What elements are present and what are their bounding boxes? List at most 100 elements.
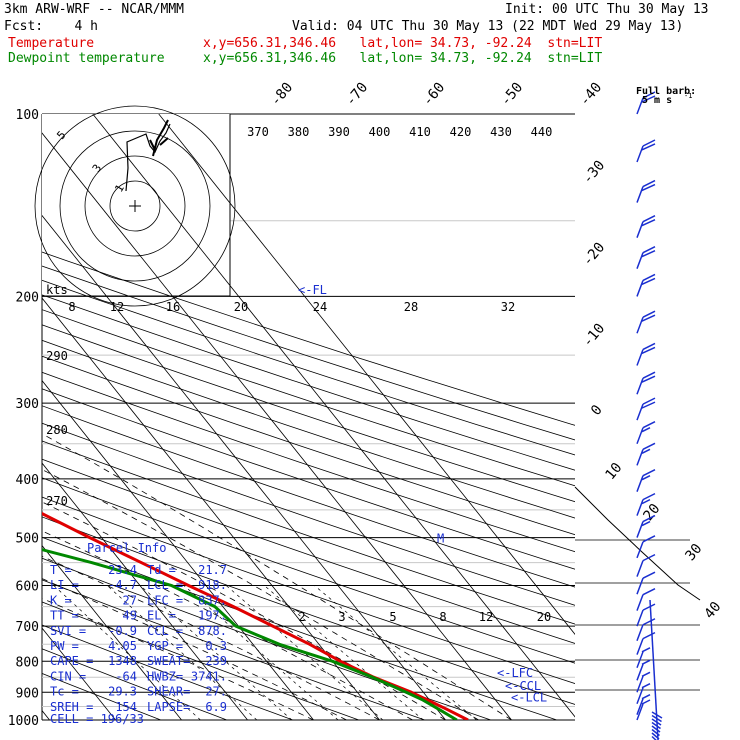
wind-barb-flag xyxy=(642,535,656,543)
wind-barb-1000 xyxy=(636,699,651,721)
wind-barb-350 xyxy=(636,421,656,444)
speed-label-28: 28 xyxy=(404,300,418,314)
wind-barb-flag xyxy=(642,421,656,429)
wind-barb-940 xyxy=(636,683,651,704)
wind-barb-staff xyxy=(636,349,644,366)
theta-label-410: 410 xyxy=(409,125,431,139)
pressure-label-200: 200 xyxy=(16,290,39,305)
wind-barb-100 xyxy=(636,91,656,115)
dry-adiabat-300 xyxy=(42,557,491,720)
parcel-key-left: K = xyxy=(50,593,72,607)
dry-adiabat-380 xyxy=(42,405,575,588)
wind-barb-flag xyxy=(642,246,656,254)
dry-adiabat-320 xyxy=(42,516,575,705)
dry-adiabat-330 xyxy=(42,496,575,685)
parcel-info-box: Parcel Info T = 23.4 Td = 21.7 LI = -4.7 LCL =… xyxy=(50,541,227,726)
parcel-key-right: Td = xyxy=(147,563,176,577)
dry-adiabat-260 xyxy=(42,648,227,720)
parcel-value-left: -4.7 xyxy=(108,578,137,592)
wind-barb-flag xyxy=(642,397,656,405)
wind-barb-380 xyxy=(636,442,656,466)
wind-barb-flag xyxy=(641,401,656,409)
wind-barb-200 xyxy=(636,273,656,297)
sounding-lines xyxy=(42,114,575,720)
wind-barb-160 xyxy=(636,215,656,238)
wind-barbs xyxy=(636,91,663,740)
wind-barb-500 xyxy=(636,514,656,538)
wind-barb-staff xyxy=(636,687,644,704)
mixing-ratio-label-12: 12 xyxy=(479,610,493,624)
wind-barb-flag xyxy=(642,371,656,379)
parcel-value-right: 197. xyxy=(198,609,227,623)
dry-adiabat-450 xyxy=(42,294,575,471)
speed-label-20: 20 xyxy=(234,300,248,314)
wind-barb-320 xyxy=(636,397,656,421)
pressure-label-600: 600 xyxy=(16,580,39,595)
parcel-info-title: Parcel Info xyxy=(87,541,166,555)
wind-barb-half xyxy=(641,699,651,705)
parcel-key-right: SWEAT= xyxy=(147,654,190,668)
init-time: Init: 00 UTC Thu 30 May 13 xyxy=(505,2,709,17)
wind-barb-flag xyxy=(642,631,656,640)
wind-barb-flag xyxy=(641,143,656,151)
wind-barb-staff xyxy=(636,638,644,655)
dry-adiabat-440 xyxy=(42,309,575,487)
isotherm-30 xyxy=(42,132,512,720)
moist-adiabat-10 xyxy=(42,555,380,720)
parcel-key-right: LFC = xyxy=(147,593,183,607)
wind-barb-half xyxy=(641,694,651,700)
wind-barb-700 xyxy=(636,603,656,627)
parcel-value-right: 3741. xyxy=(191,669,227,683)
wind-barb-580 xyxy=(636,553,656,577)
wind-barb-flag xyxy=(642,273,656,282)
isotherm--20 xyxy=(42,544,182,720)
wind-barb-staff xyxy=(636,651,644,669)
wind-barb-flag xyxy=(641,183,656,192)
wind-barb-staff xyxy=(636,97,644,115)
theta-left-label-290: 290 xyxy=(46,349,68,363)
wind-barb-staff xyxy=(636,676,644,693)
hodograph-unit: kts xyxy=(46,283,68,297)
dry-adiabat-390 xyxy=(42,388,575,570)
wind-barb-staff xyxy=(636,403,644,421)
isotherm-label--50: -50 xyxy=(498,80,527,110)
speed-label-32: 32 xyxy=(501,300,515,314)
parcel-value-right: 0.3 xyxy=(205,639,227,653)
wind-barb-half xyxy=(641,427,651,433)
wind-barb-flag xyxy=(642,571,656,579)
wind-barb-flag xyxy=(641,95,656,103)
isotherm-0 xyxy=(42,379,314,720)
wind-barb-staff xyxy=(636,186,644,203)
parcel-value-left: -64 xyxy=(115,669,137,683)
dry-adiabat-420 xyxy=(42,339,575,519)
pressure-label-400: 400 xyxy=(16,473,39,488)
mixing-ratio-label-3: 3 xyxy=(338,610,345,624)
wind-barb-flag xyxy=(642,603,656,611)
dry-adiabat-430 xyxy=(42,324,575,503)
wind-barb-staff xyxy=(636,475,644,492)
mixing-ratio-20 xyxy=(314,585,477,720)
parcel-value-left: 29.3 xyxy=(108,685,137,699)
parcel-key-right: SHEAR= xyxy=(147,685,190,699)
isotherm-label--10: -10 xyxy=(580,321,609,351)
temperature-legend-label: Temperature xyxy=(8,36,95,51)
theta-label-440: 440 xyxy=(531,125,553,139)
theta-label-390: 390 xyxy=(328,125,350,139)
parcel-value-left: -0.9 xyxy=(108,624,137,638)
wind-barb-flag xyxy=(642,553,656,562)
wind-barb-surface-4 xyxy=(651,725,661,733)
wind-barb-staff xyxy=(636,499,644,516)
mixing-ratio-5 xyxy=(183,585,339,720)
speed-label-24: 24 xyxy=(313,300,327,314)
wind-barb-780 xyxy=(636,631,656,655)
wind-barb-staff xyxy=(636,698,644,715)
level-marker-lcl: <-LCL xyxy=(511,690,547,704)
mixing-ratio-label-2: 2 xyxy=(298,610,305,624)
wind-barb-staff xyxy=(636,377,644,395)
wind-barb-staff xyxy=(636,449,644,466)
moist-adiabat-30 xyxy=(42,433,512,720)
mixing-ratio-label-8: 8 xyxy=(439,610,446,624)
model-title: 3km ARW-WRF -- NCAR/MMM xyxy=(4,2,185,17)
pressure-label-700: 700 xyxy=(16,620,39,635)
